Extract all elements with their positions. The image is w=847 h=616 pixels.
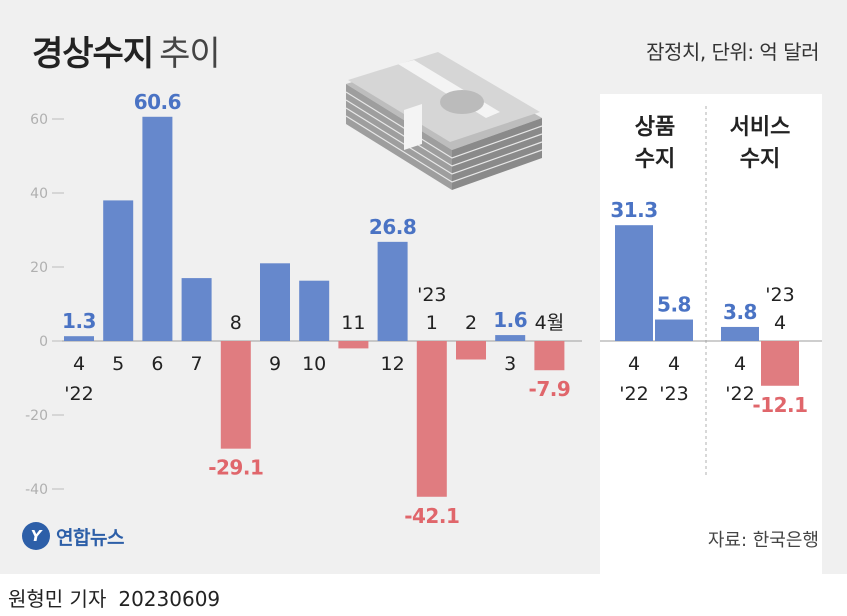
unit-note: 잠정치, 단위: 억 달러	[646, 40, 819, 64]
reporter-name: 원형민 기자	[8, 587, 107, 611]
bar	[377, 241, 408, 341]
y-tick-label: -20	[25, 408, 48, 424]
bar	[495, 335, 526, 341]
bar	[142, 116, 173, 341]
yonhap-logo: Y 연합뉴스	[22, 522, 124, 550]
bar	[721, 326, 759, 341]
bar	[615, 225, 653, 341]
x-tick-label: 4	[734, 353, 746, 375]
x-tick-label: 1	[426, 312, 438, 334]
y-tick-label: 20	[30, 260, 48, 276]
bar	[761, 341, 799, 386]
value-label: 26.8	[369, 215, 416, 239]
chart-title: 경상수지 추이	[32, 26, 221, 75]
bar	[338, 341, 369, 349]
x-tick-label: 2	[465, 312, 477, 334]
y-tick-label: -40	[25, 482, 48, 498]
value-label: -12.1	[752, 393, 807, 417]
year-label: '23	[417, 284, 446, 306]
x-tick-label: 3	[504, 353, 516, 375]
bar	[534, 341, 565, 371]
y-tick-label: 60	[30, 112, 48, 128]
bar	[181, 278, 212, 341]
logo-text: 연합뉴스	[56, 526, 124, 549]
year-label: '23	[659, 383, 688, 405]
x-tick-label: 10	[302, 353, 326, 375]
bar	[456, 341, 486, 360]
year-label: '22	[64, 383, 93, 405]
x-tick-label: 4	[628, 353, 640, 375]
publish-date: 20230609	[118, 587, 221, 611]
bar	[220, 341, 251, 449]
value-label: 31.3	[610, 198, 657, 222]
x-tick-label: 4월	[535, 312, 565, 334]
year-label: '23	[765, 284, 794, 306]
value-label: 5.8	[657, 293, 691, 317]
value-label: -7.9	[529, 377, 571, 401]
x-tick-label: 4	[774, 312, 786, 334]
bar	[260, 263, 290, 341]
x-tick-label: 5	[112, 353, 124, 375]
x-tick-label: 7	[191, 353, 203, 375]
value-label: 1.3	[62, 309, 96, 333]
panel-title-line: 상품	[635, 115, 675, 140]
bar	[416, 341, 447, 497]
title-sub: 추이	[159, 34, 221, 74]
year-label: '22	[619, 383, 648, 405]
value-label: -42.1	[404, 504, 459, 528]
x-tick-label: 11	[341, 312, 365, 334]
bar	[655, 319, 693, 341]
year-label: '22	[725, 383, 754, 405]
value-label: 1.6	[493, 308, 527, 332]
y-tick-label: 0	[39, 334, 48, 350]
bar	[299, 280, 330, 341]
value-label: 60.6	[134, 90, 181, 114]
panel-title-line: 수지	[740, 147, 780, 172]
byline: 원형민 기자 20230609	[8, 583, 220, 612]
value-label: -29.1	[208, 456, 263, 480]
x-tick-label: 6	[151, 353, 163, 375]
panel-title-line: 수지	[635, 147, 675, 172]
title-main: 경상수지	[32, 34, 154, 74]
panel-title-line: 서비스	[730, 115, 791, 140]
x-tick-label: 8	[230, 312, 242, 334]
yonhap-logo-icon: Y	[22, 522, 50, 550]
value-label: 3.8	[723, 300, 757, 324]
x-tick-label: 4	[668, 353, 680, 375]
y-tick-label: 40	[30, 186, 48, 202]
bar	[103, 200, 134, 341]
x-tick-label: 4	[73, 353, 85, 375]
bar	[64, 336, 94, 341]
money-stack-icon	[345, 52, 543, 190]
x-tick-label: 9	[269, 353, 281, 375]
source-note: 자료: 한국은행	[707, 530, 819, 551]
x-tick-label: 12	[381, 353, 405, 375]
